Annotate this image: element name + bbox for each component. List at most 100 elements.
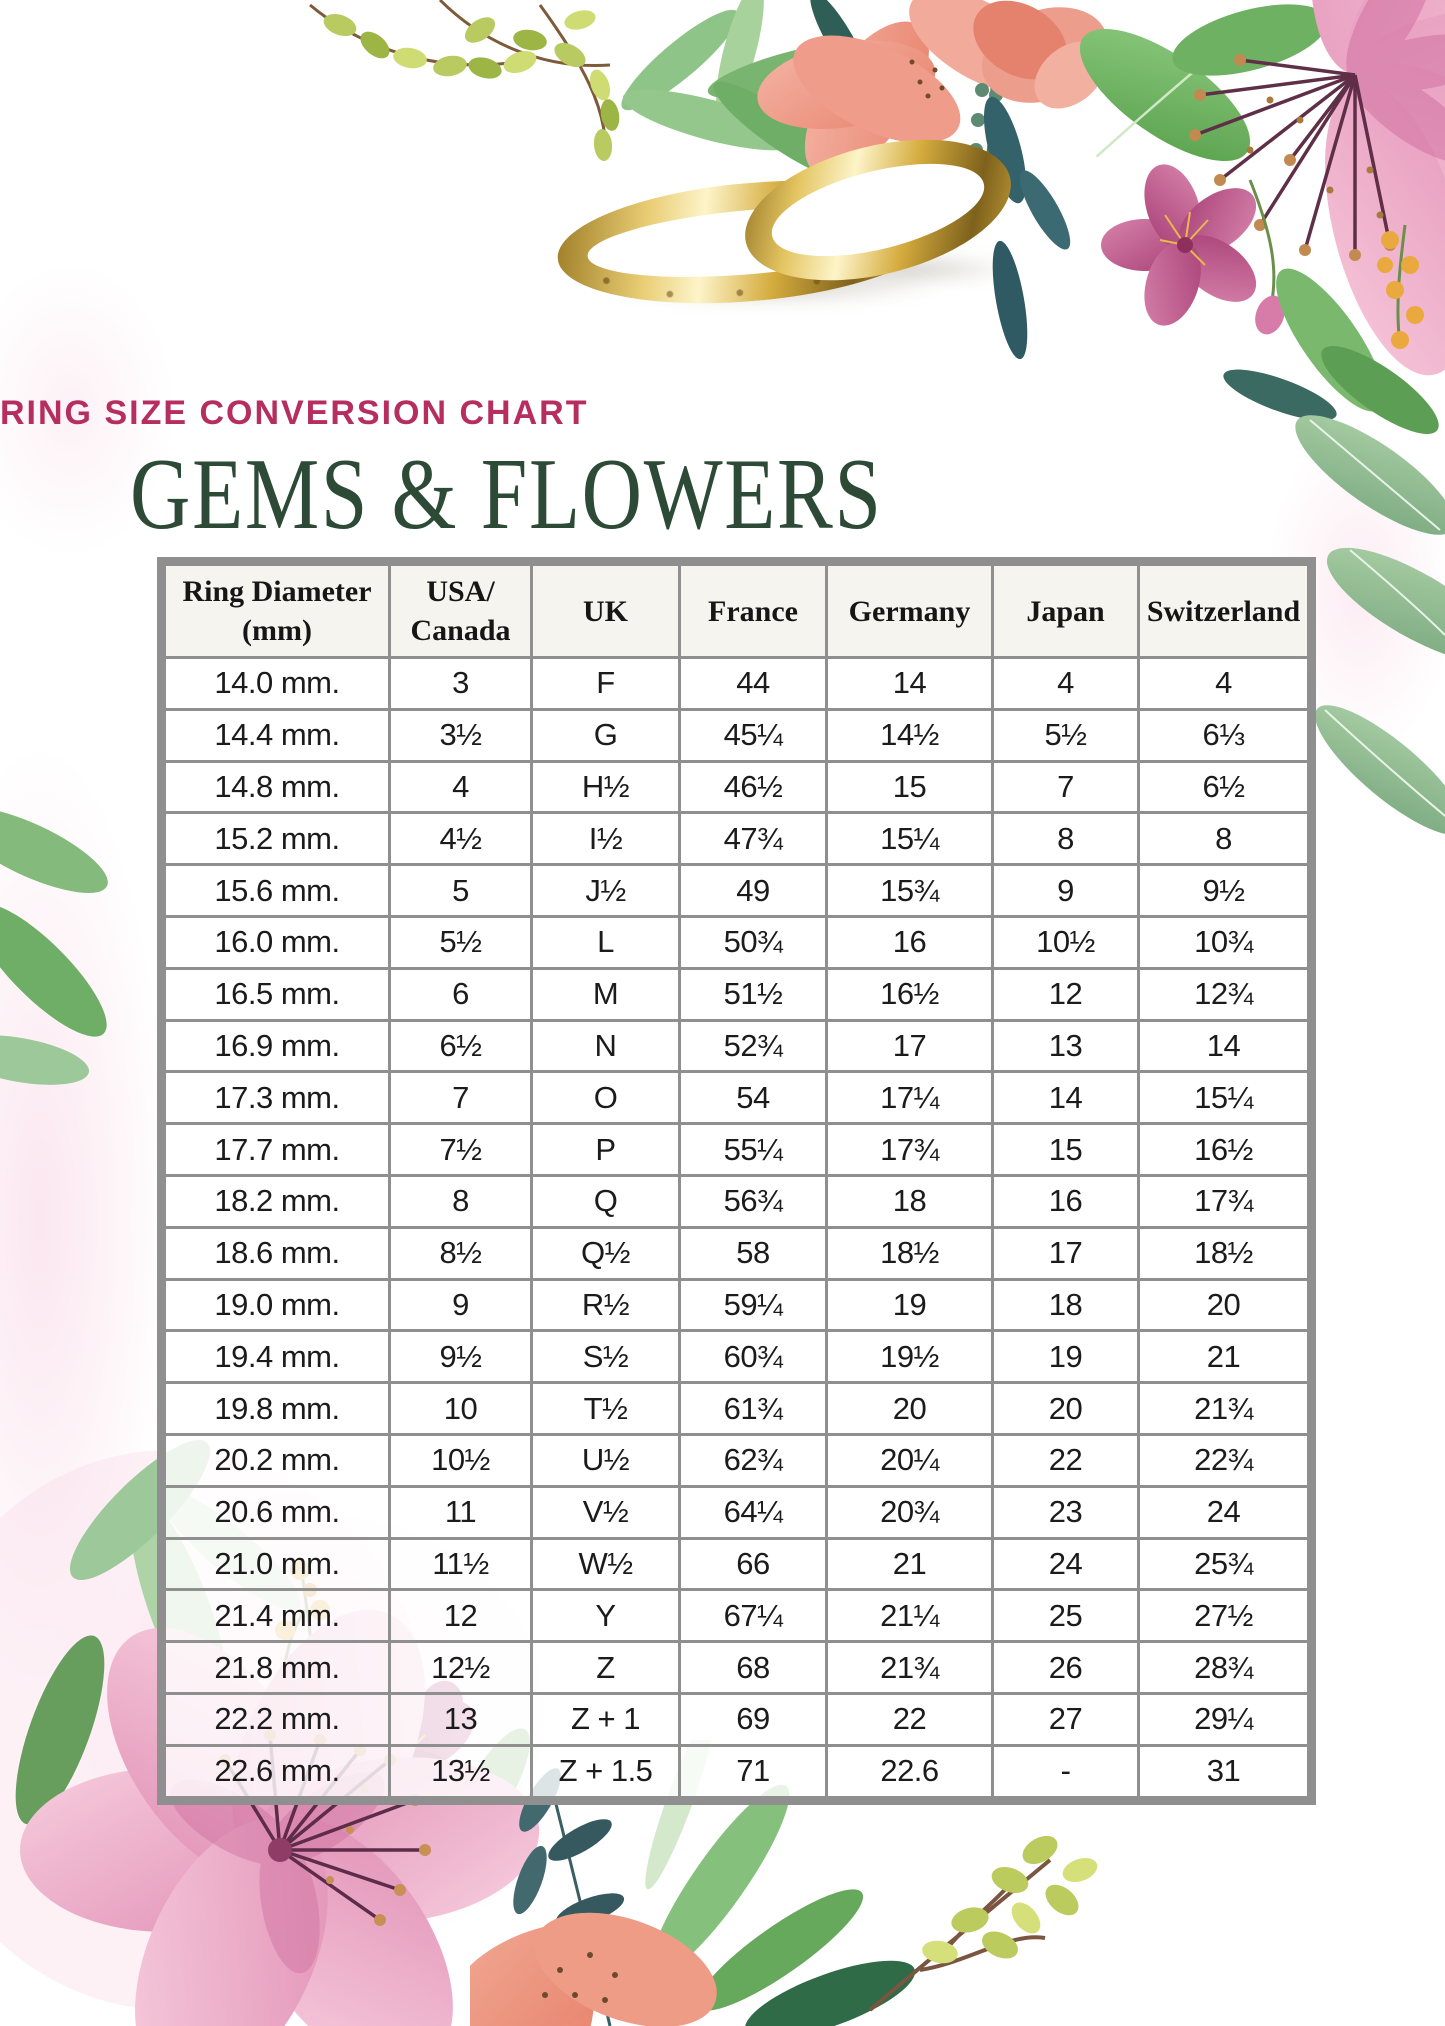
green-leaves (1079, 4, 1328, 162)
table-cell: 14½ (825, 707, 994, 763)
table-cell: H½ (530, 759, 681, 815)
table-row: 20.2 mm. 10½ U½ 62¾ 20¼ 22 22¾ (163, 1432, 1310, 1488)
table-cell: L (530, 914, 681, 970)
table-row: 22.6 mm. 13½ Z + 1.5 71 22.6-31 (163, 1743, 1310, 1799)
table-cell: 62¾ (678, 1432, 828, 1488)
table-cell: W½ (530, 1536, 681, 1592)
table-cell: 13 (991, 1018, 1140, 1074)
table-cell: 6½ (388, 1018, 533, 1074)
column-header: USA/ Canada (388, 563, 533, 659)
table-cell: 14.4 mm. (163, 707, 391, 763)
table-cell: 15.6 mm. (163, 863, 391, 918)
olive-twigs (868, 1835, 1098, 2012)
table-cell: 4 (388, 759, 533, 815)
table-cell: 14 (991, 1070, 1140, 1126)
table-cell: 15¾ (825, 863, 994, 918)
table-cell: 49 (678, 863, 828, 918)
table-cell: 18.6 mm. (163, 1225, 391, 1281)
table-cell: 8½ (388, 1225, 533, 1281)
table-cell: 17¾ (1137, 1173, 1310, 1229)
table-cell: 45¼ (678, 707, 828, 763)
table-cell: 14.0 mm. (163, 656, 391, 711)
table-cell: 68 (678, 1640, 828, 1695)
table-cell: 8 (388, 1173, 533, 1229)
table-cell: 9 (991, 863, 1140, 918)
table-cell: 6½ (1137, 759, 1310, 815)
table-row: 17.3 mm. 7 O 54 17¼ 14 15¼ (163, 1070, 1310, 1126)
table-row: 19.8 mm. 10 T½ 61¾ 20 20 21¾ (163, 1381, 1310, 1436)
table-cell: 9 (388, 1277, 533, 1333)
table-row: 19.4 mm. 9½ S½ 60¾ 19½ 19 21 (163, 1329, 1310, 1385)
table-cell: 9½ (388, 1329, 533, 1385)
table-cell: 21.4 mm. (163, 1588, 391, 1644)
table-cell: 10¾ (1137, 914, 1310, 970)
table-cell: 20 (1137, 1277, 1310, 1333)
table-cell: 5½ (388, 914, 533, 970)
table-cell: 18½ (825, 1225, 994, 1281)
table-row: 16.9 mm. 6½ N 52¾ 17 13 14 (163, 1018, 1310, 1074)
table-row: 16.5 mm. 6 M 51½ 16½ 12 12¾ (163, 966, 1310, 1022)
ring-size-conversion-table: Ring Diameter (mm) USA/ Canada UK France Ger… (163, 563, 1310, 1799)
table-cell: 21¾ (1137, 1381, 1310, 1436)
table-cell: 4½ (388, 811, 533, 867)
table-cell: 19.0 mm. (163, 1277, 391, 1333)
table-cell: 4 (991, 656, 1140, 711)
table-cell: 7½ (388, 1122, 533, 1177)
table-cell: 22 (825, 1691, 994, 1747)
table-cell: 15 (991, 1122, 1140, 1177)
table-cell: 17 (991, 1225, 1140, 1281)
table-cell: 5½ (991, 707, 1140, 763)
table-cell: 16.9 mm. (163, 1018, 391, 1074)
olive-leaves (323, 10, 620, 161)
cherry-blossom (1101, 164, 1257, 326)
table-cell: 50¾ (678, 914, 828, 970)
table-cell: 25 (991, 1588, 1140, 1644)
table-cell: 16½ (1137, 1122, 1310, 1177)
table-cell: 24 (991, 1536, 1140, 1592)
table-row: 14.8 mm. 4 H½ 46½ 15 7 6½ (163, 759, 1310, 815)
table-cell: - (991, 1743, 1140, 1799)
floral-twigs-top-left-icon (309, 0, 620, 161)
table-cell: 16 (991, 1173, 1140, 1229)
table-cell: 60¾ (678, 1329, 828, 1385)
table-cell: 14.8 mm. (163, 759, 391, 815)
table-cell: 15 (825, 759, 994, 815)
table-cell: 64¼ (678, 1484, 828, 1540)
table-cell: Y (530, 1588, 681, 1644)
table-cell: Z (530, 1640, 681, 1695)
table-cell: G (530, 707, 681, 763)
table-cell: 22 (991, 1432, 1140, 1488)
table-cell: O (530, 1070, 681, 1126)
column-header: France (678, 563, 828, 659)
table-cell: 6 (388, 966, 533, 1022)
table-cell: 44 (678, 656, 828, 711)
table-cell: 11 (388, 1484, 533, 1540)
table-cell: Q½ (530, 1225, 681, 1281)
table-cell: 20¼ (825, 1432, 994, 1488)
table-header: Ring Diameter (mm) USA/ Canada UK France Ger… (163, 563, 1310, 659)
table-cell: N (530, 1018, 681, 1074)
table-cell: 14 (1137, 1018, 1310, 1074)
teal-leaves (983, 96, 1071, 360)
table-cell: 46½ (678, 759, 828, 815)
table-cell: I½ (530, 811, 681, 867)
floral-top-right-icon (973, 0, 1445, 435)
table-cell: 67¼ (678, 1588, 828, 1644)
table-row: 14.4 mm. 3½ G 45¼ 14½ 5½ 6⅓ (163, 707, 1310, 763)
table-row: 21.4 mm. 12 Y 67¼ 21¼ 25 27½ (163, 1588, 1310, 1644)
table-cell: 31 (1137, 1743, 1310, 1799)
table-cell: 56¾ (678, 1173, 828, 1229)
column-header: Switzerland (1137, 563, 1310, 659)
table-cell: 52¾ (678, 1018, 828, 1074)
table-cell: 3 (388, 656, 533, 711)
salmon-rose (973, 0, 1108, 109)
table-cell: P (530, 1122, 681, 1177)
table-cell: 20.6 mm. (163, 1484, 391, 1540)
table-cell: 55¼ (678, 1122, 828, 1177)
table-cell: 23 (991, 1484, 1140, 1540)
table-cell: 16½ (825, 966, 994, 1022)
table-cell: 25¾ (1137, 1536, 1310, 1592)
table-cell: R½ (530, 1277, 681, 1333)
table-cell: 27½ (1137, 1588, 1310, 1644)
